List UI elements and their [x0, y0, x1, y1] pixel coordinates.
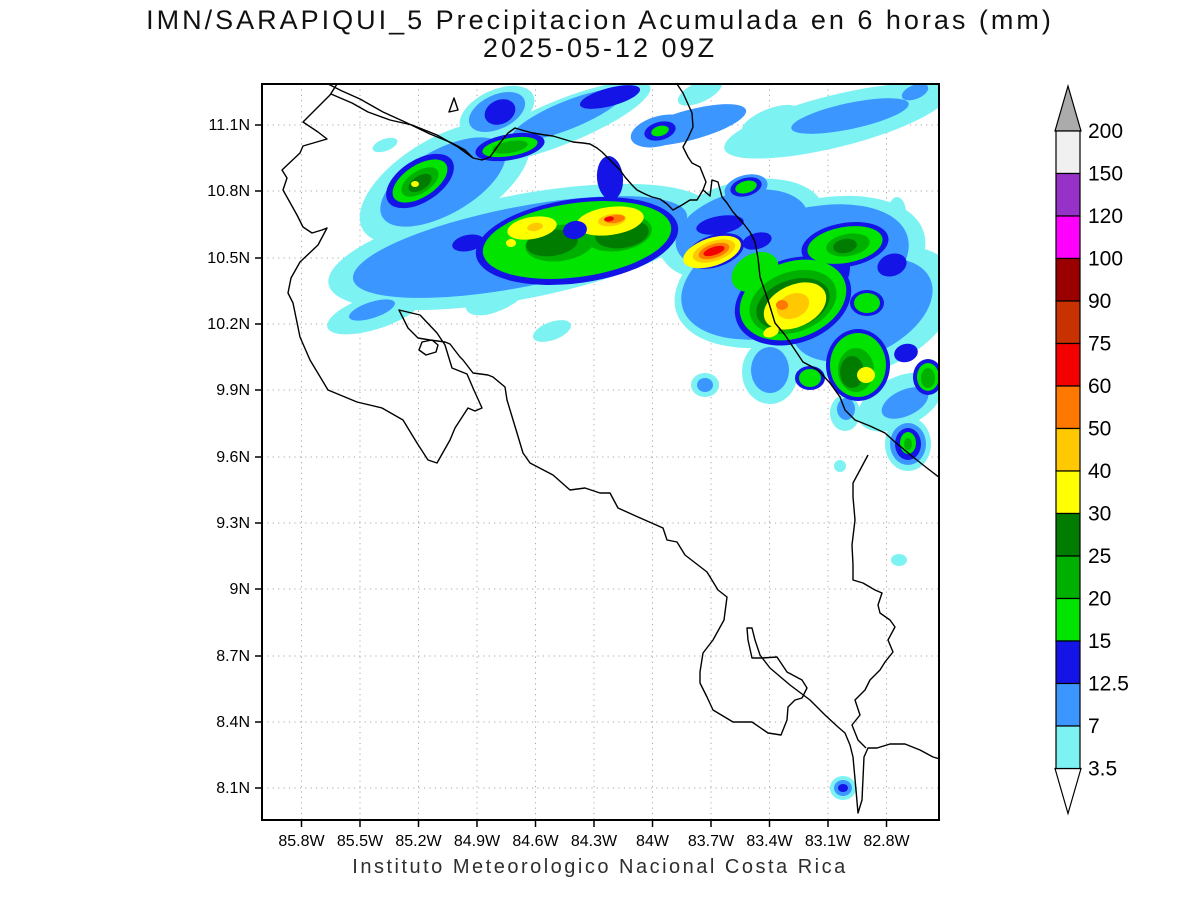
axis-labels: 85.8W 85.5W 85.2W 84.9W 84.6W 84.3W 84W 83.7W 83… [207, 117, 910, 850]
coast-gulf_island [418, 339, 439, 356]
coast-pacific_outline [281, 84, 939, 814]
lat-tick-label: 10.8N [207, 183, 250, 200]
colorbar-label: 30 [1088, 503, 1111, 526]
colorbar-label: 20 [1088, 588, 1111, 611]
colorbar-segment [1055, 470, 1081, 515]
colorbar-segment [1055, 512, 1081, 557]
lon-tick-label: 82.8W [863, 833, 910, 850]
colorbar-segment [1055, 725, 1081, 770]
colorbar-segment [1055, 385, 1081, 430]
colorbar-segment [1055, 640, 1081, 685]
lat-tick-label: 9.9N [216, 382, 250, 399]
lat-tick-label: 10.5N [207, 250, 250, 267]
colorbar-label: 15 [1088, 630, 1111, 653]
colorbar-segment [1055, 300, 1081, 345]
colorbar-label: 100 [1088, 248, 1123, 271]
lat-tick-label: 8.4N [216, 714, 250, 731]
coast-caribbean_coast [676, 84, 939, 479]
colorbar-label: 60 [1088, 375, 1111, 398]
colorbar-label: 120 [1088, 205, 1123, 228]
colorbar-label: 90 [1088, 290, 1111, 313]
colorbar: 200 150 120 100 90 75 60 50 40 30 25 20 15 12.5 7 3.5 [1054, 83, 1129, 816]
lon-tick-label: 84W [636, 833, 670, 850]
colorbar-label: 50 [1088, 418, 1111, 441]
colorbar-arrow-bottom [1054, 767, 1082, 816]
lon-tick-label: 84.6W [512, 833, 559, 850]
colorbar-label: 75 [1088, 333, 1111, 356]
lon-tick-label: 84.9W [454, 833, 501, 850]
lat-tick-label: 10.2N [207, 316, 250, 333]
colorbar-label: 200 [1088, 120, 1123, 143]
colorbar-label: 12.5 [1088, 673, 1129, 696]
lon-tick-label: 84.3W [571, 833, 618, 850]
chart-subtitle: 2025-05-12 09Z [482, 33, 718, 63]
coastline [281, 84, 939, 814]
lat-tick-label: 9N [230, 581, 250, 598]
colorbar-label: 7 [1088, 715, 1100, 738]
lon-tick-label: 83.7W [688, 833, 735, 850]
colorbar-segment [1055, 597, 1081, 642]
lon-tick-label: 83.4W [746, 833, 793, 850]
lat-tick-label: 9.6N [216, 449, 250, 466]
colorbar-label: 3.5 [1088, 758, 1117, 781]
lat-tick-label: 8.7N [216, 648, 250, 665]
lon-tick-label: 83.1W [805, 833, 852, 850]
colorbar-segment [1055, 427, 1081, 472]
colorbar-segment [1055, 130, 1081, 175]
chart-title: IMN/SARAPIQUI_5 Precipitacion Acumulada … [146, 5, 1054, 35]
footer-credit: Instituto Meteorologico Nacional Costa R… [352, 856, 848, 878]
colorbar-segment [1055, 342, 1081, 387]
colorbar-label: 25 [1088, 545, 1111, 568]
colorbar-label: 150 [1088, 163, 1123, 186]
lon-tick-label: 85.5W [337, 833, 384, 850]
lon-tick-label: 85.2W [395, 833, 442, 850]
colorbar-arrow-top [1054, 83, 1082, 132]
coast-lake_islet [448, 97, 459, 113]
lat-tick-label: 11.1N [208, 117, 250, 134]
lat-tick-label: 9.3N [216, 515, 250, 532]
colorbar-segment [1055, 555, 1081, 600]
colorbar-segment [1055, 682, 1081, 727]
coast-panama_border [851, 454, 896, 749]
precipitation-shading [327, 84, 939, 800]
lon-tick-label: 85.8W [278, 833, 325, 850]
axis-ticks [255, 124, 888, 827]
colorbar-segment [1055, 172, 1081, 217]
colorbar-label: 40 [1088, 460, 1111, 483]
colorbar-segment [1055, 215, 1081, 260]
colorbar-segment [1055, 257, 1081, 302]
plot-frame [261, 83, 940, 821]
coast-san_juan_river [472, 127, 704, 211]
coast-lake_shore_south [330, 93, 474, 159]
lat-tick-label: 8.1N [216, 780, 250, 797]
coast-lake_shore_north [327, 84, 474, 159]
